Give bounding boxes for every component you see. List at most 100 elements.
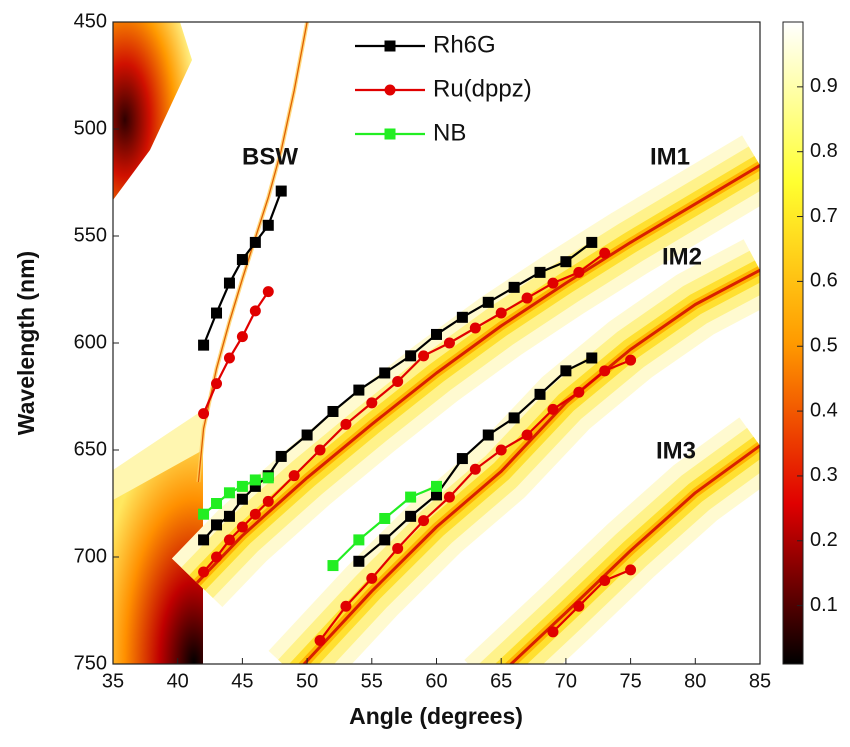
y-tick-label: 750 [74, 652, 107, 674]
marker [301, 429, 313, 441]
marker [223, 487, 235, 499]
marker [534, 388, 546, 400]
heat-region [113, 450, 203, 664]
y-tick-label: 550 [74, 224, 107, 246]
x-axis-label: Angle (degrees) [349, 703, 523, 729]
marker [573, 266, 585, 278]
marker [211, 378, 223, 390]
marker [495, 444, 507, 456]
marker [508, 281, 520, 293]
marker [353, 384, 365, 396]
marker [573, 386, 585, 398]
marker [211, 519, 223, 531]
marker [314, 444, 326, 456]
legend-marker [384, 84, 396, 96]
marker [599, 247, 611, 259]
marker [573, 600, 585, 612]
marker [249, 305, 261, 317]
marker [223, 534, 235, 546]
colorbar-tick-label: 0.1 [810, 594, 838, 616]
marker [211, 307, 223, 319]
marker [275, 185, 287, 197]
marker [495, 307, 507, 319]
marker [249, 480, 261, 492]
marker [379, 534, 391, 546]
marker [198, 534, 210, 546]
legend-label: Rh6G [433, 31, 496, 58]
marker [392, 376, 404, 388]
marker [431, 489, 442, 501]
mode-band [302, 268, 760, 664]
marker [340, 418, 352, 430]
colorbar-tick-label: 0.9 [810, 75, 838, 97]
x-tick-label: 55 [361, 670, 383, 692]
marker [586, 352, 598, 364]
marker [534, 266, 546, 278]
marker [625, 354, 637, 366]
marker [236, 480, 248, 492]
x-tick-label: 60 [425, 670, 447, 692]
marker [405, 510, 417, 522]
y-tick-label: 650 [74, 438, 107, 460]
marker [560, 365, 572, 377]
marker [508, 412, 520, 424]
marker [521, 292, 533, 304]
marker [262, 219, 274, 231]
y-tick-label: 700 [74, 545, 107, 567]
colorbar [782, 21, 804, 665]
marker [456, 311, 468, 323]
marker [482, 429, 494, 441]
marker [236, 254, 248, 266]
marker [223, 352, 235, 364]
marker [379, 367, 391, 379]
legend-marker [384, 128, 396, 140]
colorbar-tick-label: 0.3 [810, 464, 838, 486]
marker [340, 600, 352, 612]
marker [275, 450, 287, 462]
marker [625, 564, 637, 576]
legend-label: Ru(dppz) [433, 75, 532, 102]
marker [443, 491, 455, 503]
colorbar-tick-label: 0.7 [810, 205, 838, 227]
marker [327, 405, 339, 417]
marker [547, 403, 559, 415]
x-tick-label: 75 [619, 670, 641, 692]
marker [379, 512, 391, 524]
marker [443, 337, 455, 349]
marker [249, 474, 261, 486]
marker [236, 521, 248, 533]
y-tick-label: 500 [74, 117, 107, 139]
marker [211, 551, 223, 563]
marker [431, 328, 442, 340]
marker [418, 350, 430, 362]
y-tick-label: 450 [74, 10, 107, 32]
marker [223, 510, 235, 522]
marker [586, 236, 598, 248]
marker [262, 472, 274, 484]
legend-label: NB [433, 119, 466, 146]
marker [469, 322, 481, 334]
marker [198, 508, 210, 520]
marker [262, 495, 274, 507]
colorbar-tick-label: 0.6 [810, 270, 838, 292]
marker [249, 236, 261, 248]
y-axis-label: Wavelength (nm) [13, 251, 39, 435]
x-tick-label: 85 [749, 670, 771, 692]
marker [223, 277, 235, 289]
x-tick-label: 35 [102, 670, 124, 692]
marker [405, 491, 417, 503]
mode-band [508, 444, 760, 664]
marker [469, 463, 481, 475]
annotation: IM3 [656, 437, 696, 464]
marker [456, 453, 468, 465]
marker [198, 408, 210, 420]
x-tick-label: 40 [167, 670, 189, 692]
marker [327, 560, 339, 572]
marker [599, 575, 611, 587]
marker [236, 331, 248, 343]
colorbar-tick-label: 0.2 [810, 529, 838, 551]
marker [405, 350, 417, 362]
mode-band [196, 22, 310, 483]
marker [288, 470, 300, 482]
